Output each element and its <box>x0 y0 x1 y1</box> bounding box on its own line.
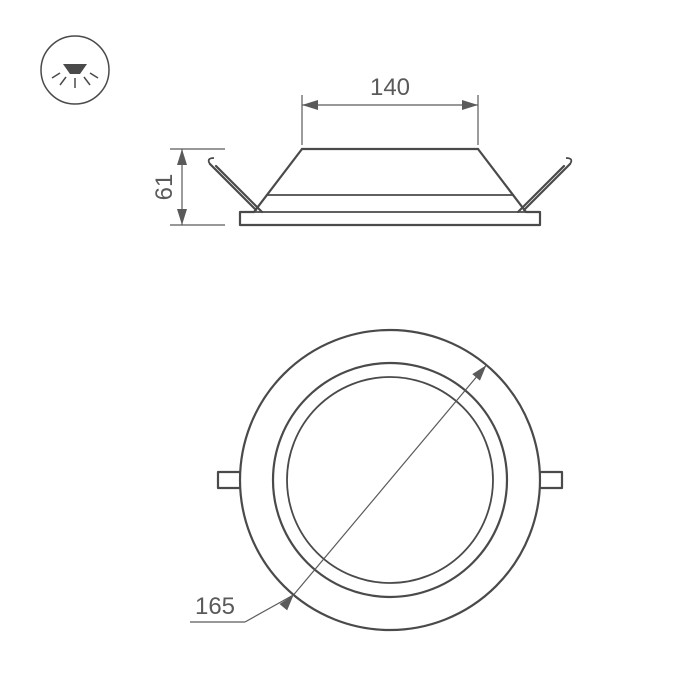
dim-height-label: 61 <box>151 174 178 201</box>
downlight-icon <box>41 36 109 104</box>
spring-clip-right <box>518 158 571 212</box>
mount-tab-right <box>540 472 562 488</box>
dim-top-width-label: 140 <box>370 74 410 101</box>
spring-clip-left <box>209 158 262 212</box>
dim-height: 61 <box>151 149 225 225</box>
dim-diameter-label: 165 <box>195 593 235 620</box>
front-view: 165 <box>190 330 562 630</box>
side-view: 140 61 <box>151 74 571 225</box>
technical-drawing: 140 61 <box>0 0 700 700</box>
dim-top-width: 140 <box>302 74 478 145</box>
mount-tab-left <box>218 472 240 488</box>
